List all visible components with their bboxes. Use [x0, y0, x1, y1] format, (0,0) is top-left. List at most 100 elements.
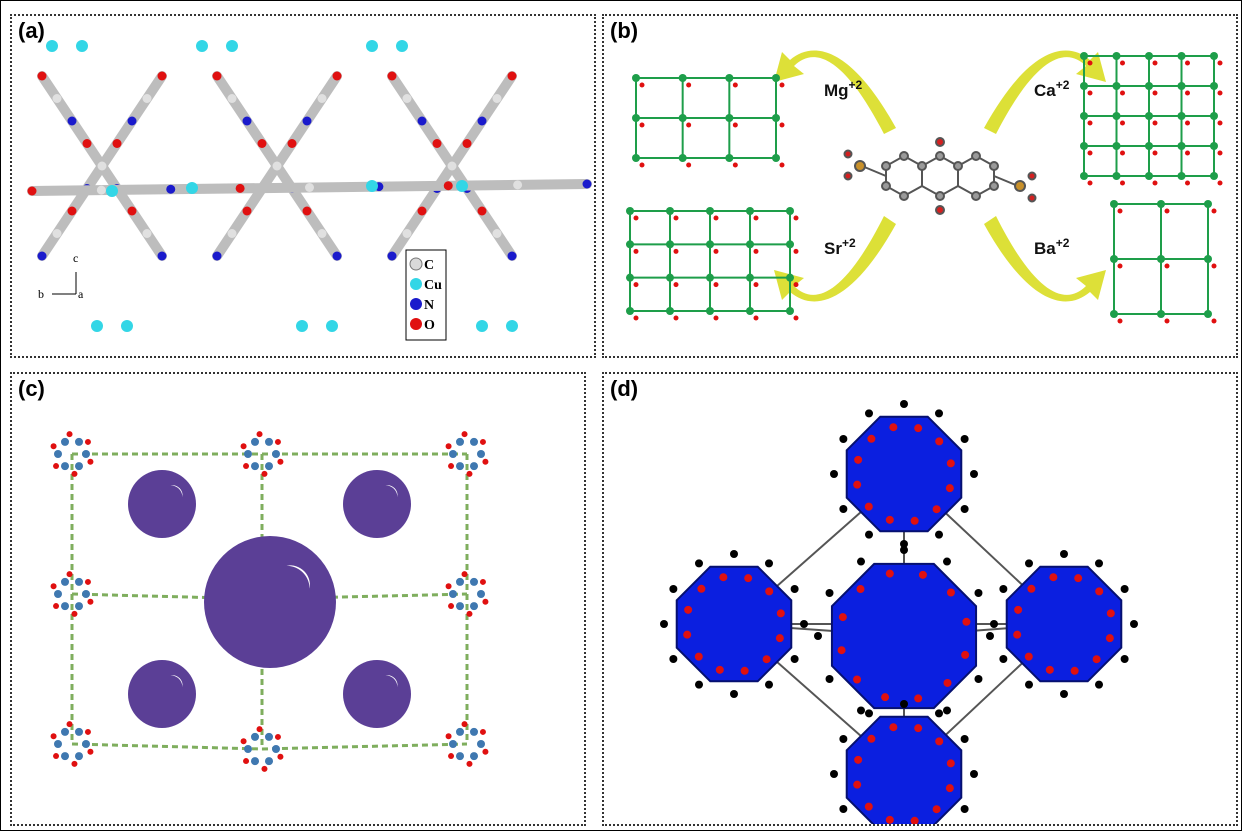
oxygen-node — [53, 603, 60, 610]
chain-atom — [212, 251, 222, 261]
metal-node — [1177, 172, 1186, 180]
metal-cluster — [845, 715, 963, 824]
carbon-atom — [730, 690, 738, 698]
ion-ba: Ba+2 — [1034, 236, 1070, 258]
oxygen-node — [686, 162, 692, 168]
chain-atom — [447, 161, 457, 171]
chain-atom — [417, 206, 427, 216]
carbon-atom — [839, 435, 848, 443]
oxygen-node — [732, 82, 738, 88]
chain-atom — [157, 251, 167, 261]
oxygen-atom — [889, 423, 898, 432]
carbon-atom — [900, 546, 908, 554]
oxygen-node — [1120, 180, 1125, 186]
oxygen-node — [753, 248, 759, 254]
carbon-atom — [830, 470, 838, 478]
carbon-atom — [970, 770, 978, 778]
metal-node — [1080, 172, 1088, 180]
metal-node — [251, 732, 259, 741]
metal-node — [1177, 82, 1186, 90]
oxygen-node — [753, 282, 759, 288]
element-legend: C Cu N O — [405, 249, 447, 341]
oxygen-atom — [889, 723, 898, 732]
oxygen-node — [753, 215, 759, 221]
oxygen-node — [1117, 263, 1123, 269]
chain-atom — [417, 116, 427, 126]
carbon-atom — [839, 735, 848, 743]
oxygen-atom — [961, 650, 970, 659]
oxygen-node — [53, 753, 60, 760]
carbon-atom — [1060, 550, 1068, 558]
oxygen-node — [1164, 318, 1170, 324]
oxygen-atom — [864, 802, 873, 811]
metal-node — [1145, 172, 1153, 180]
cu-atom — [186, 182, 198, 194]
metal-node — [1110, 310, 1118, 318]
oxygen-node — [1087, 60, 1093, 66]
oxygen-node — [1211, 263, 1217, 269]
chain-atom — [52, 94, 62, 103]
oxygen-atom — [1074, 574, 1083, 583]
carbon-atom — [730, 550, 738, 558]
metal-node — [1080, 142, 1088, 150]
metal-node — [54, 450, 62, 458]
cu-atom — [46, 40, 58, 52]
metal-node — [265, 757, 273, 766]
oxygen-node — [479, 728, 486, 735]
oxygen-node — [639, 122, 645, 128]
carbon-atom — [865, 409, 873, 418]
oxygen-atom — [776, 609, 785, 618]
oxygen-atom — [853, 675, 862, 684]
oxygen-atom — [854, 755, 863, 764]
cu-atom — [326, 320, 338, 332]
pore-sphere — [343, 470, 411, 538]
carbon-atom — [669, 655, 678, 663]
chain-atom — [27, 186, 37, 196]
oxygen-node — [466, 470, 473, 477]
arrow-ba — [984, 216, 1106, 302]
chain-atom — [272, 161, 282, 171]
oxygen-node — [71, 470, 78, 477]
cu-atom — [196, 40, 208, 52]
metal-node — [1204, 310, 1212, 318]
oxygen-node — [1164, 208, 1170, 214]
carbon-atom — [830, 770, 838, 778]
chain-atom — [142, 94, 152, 103]
oxygen-atom — [932, 805, 941, 814]
oxygen-node — [461, 431, 468, 438]
metal-node — [61, 577, 69, 586]
legend-c: C — [424, 258, 434, 273]
metal-node — [456, 727, 464, 736]
oxygen-node — [50, 733, 57, 740]
metal-node — [54, 590, 62, 598]
panel-label-c: (c) — [18, 376, 45, 401]
metal-node — [725, 74, 734, 82]
metal-node — [626, 240, 634, 249]
oxygen-atom — [1049, 573, 1058, 582]
oxygen-node — [1164, 263, 1170, 269]
oxygen-atom — [775, 634, 784, 643]
metal-node — [75, 437, 83, 446]
oxygen-node — [466, 760, 473, 767]
carbon-atom — [825, 675, 834, 683]
carbon-atom — [900, 400, 908, 408]
oxygen-node — [1087, 150, 1093, 156]
pore-highlight — [385, 485, 398, 498]
carbon-atom — [790, 585, 799, 593]
oxygen-node — [84, 728, 91, 735]
metal-node — [678, 114, 687, 122]
metal-node — [1145, 52, 1153, 60]
panel-a: (a) c b a C Cu N O — [10, 14, 596, 358]
metal-node — [265, 732, 273, 741]
metal-node — [75, 727, 83, 736]
oxygen-node — [639, 82, 645, 88]
oxygen-node — [1087, 90, 1093, 96]
oxygen-atom — [932, 505, 941, 514]
oxygen-node — [240, 443, 247, 450]
metal-node — [1080, 112, 1088, 120]
carbon-atom — [900, 540, 908, 548]
oxygen-node — [448, 463, 455, 470]
carbon-atom — [765, 559, 773, 568]
metal-node — [1210, 52, 1218, 60]
chain-atom — [142, 229, 152, 238]
